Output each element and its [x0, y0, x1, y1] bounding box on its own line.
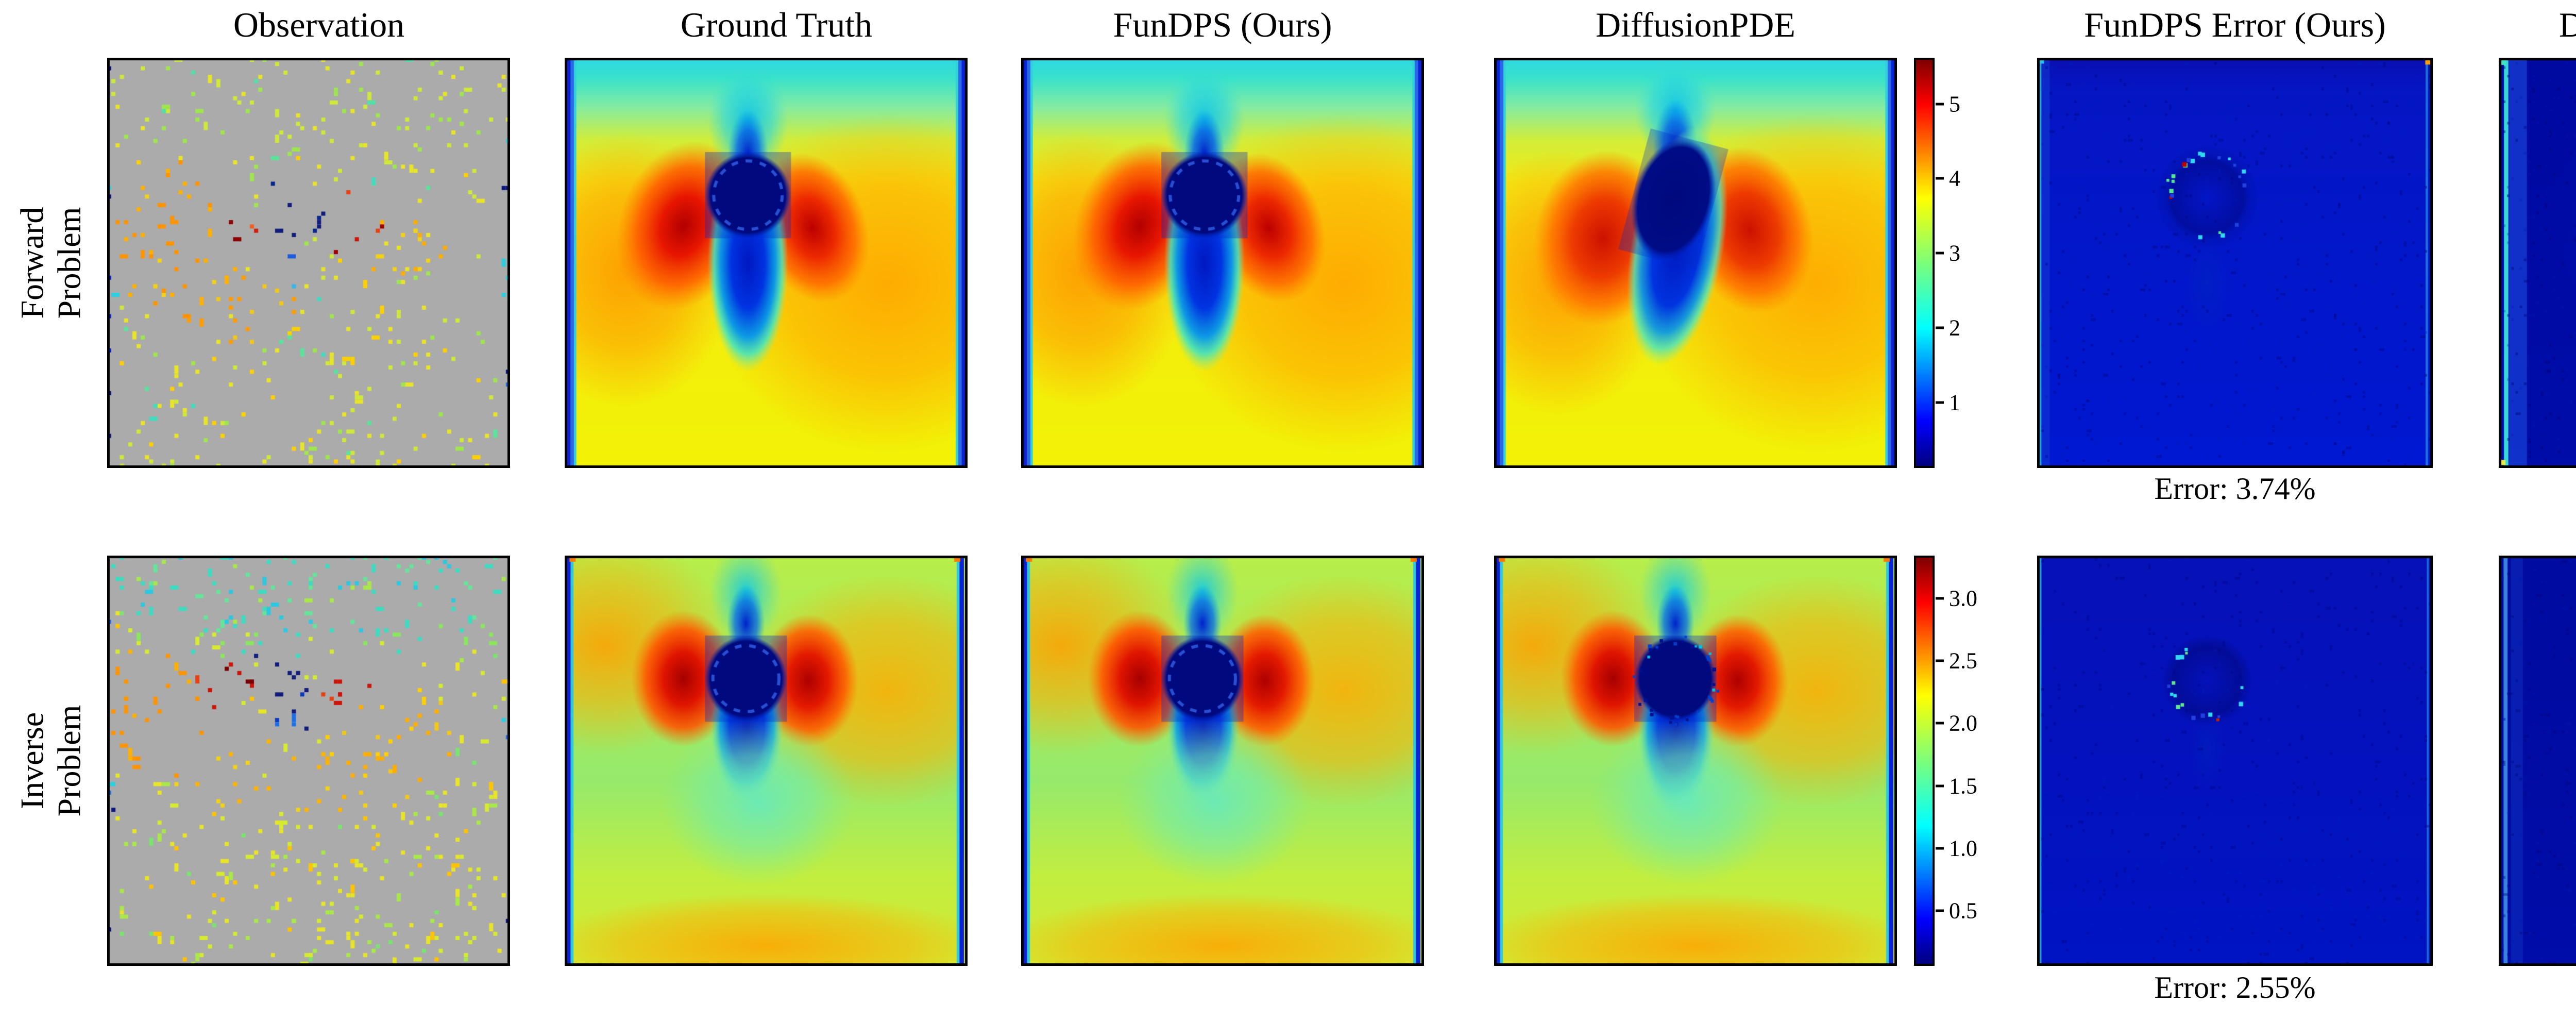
colorbar-tick-label: 2.0 [1949, 710, 1977, 736]
error-value-inverse-fundps: Error: 2.55% [2154, 970, 2316, 1005]
colorbar-forward-solution: 5 4 3 2 1 [1914, 58, 1960, 468]
row-label-line: Inverse [13, 712, 50, 810]
column-title-diffusionpde-error: DiffusionPDE Error [2558, 5, 2576, 44]
colorbar-tick-label: 2.5 [1949, 648, 1977, 674]
fundps-inverse-heatmap [1021, 556, 1424, 966]
column-title-fundps-error: FunDPS Error (Ours) [2084, 5, 2386, 44]
error-value-forward-fundps: Error: 3.74% [2154, 472, 2316, 506]
fundps-forward-heatmap [1021, 58, 1424, 468]
colorbar-tick-mark [1936, 401, 1944, 404]
observation-forward-heatmap [107, 58, 510, 468]
colorbar-tick-label: 5 [1949, 91, 1960, 117]
fundps-error-forward-heatmap [2037, 58, 2433, 468]
row-label-line: Problem [50, 705, 87, 817]
error-value-forward-diffusionpde: Error: 7.68% [2453, 471, 2576, 507]
colorbar-tick-mark [1936, 909, 1944, 912]
colorbar-ticks: 3.0 2.5 2.0 1.5 1.0 0.5 [1935, 556, 2017, 966]
colorbar-tick-mark [1936, 659, 1944, 662]
colorbar-tick-label: 1.0 [1949, 835, 1977, 861]
diffusionpde-forward-heatmap [1494, 58, 1897, 468]
colorbar-tick-mark [1936, 784, 1944, 788]
colorbar-tick-label: 1 [1949, 390, 1960, 415]
diffusionpde-inverse-heatmap [1494, 556, 1897, 966]
row-label-forward-problem: Forward Problem [0, 58, 100, 468]
colorbar-tick-mark [1936, 252, 1944, 255]
column-title-observation: Observation [233, 5, 405, 44]
colorbar-tick-mark [1936, 326, 1944, 329]
observation-inverse-heatmap [107, 556, 510, 966]
colorbar-tick-label: 0.5 [1949, 898, 1977, 924]
colorbar-tick-mark [1936, 103, 1944, 106]
diffusionpde-error-forward-heatmap [2499, 58, 2576, 468]
colorbar-tick-mark [1936, 722, 1944, 725]
diffusionpde-error-inverse-heatmap [2499, 556, 2576, 966]
ground-truth-inverse-heatmap [565, 556, 968, 966]
column-title-diffusionpde: DiffusionPDE [1596, 5, 1795, 44]
colorbar-tick-label: 1.5 [1949, 773, 1977, 799]
colorbar-tick-label: 3.0 [1949, 585, 1977, 611]
ground-truth-forward-heatmap [565, 58, 968, 468]
colorbar-inverse-solution: 3.0 2.5 2.0 1.5 1.0 0.5 [1914, 556, 1977, 966]
colorbar-gradient [1914, 556, 1935, 966]
colorbar-tick-mark [1936, 597, 1944, 599]
colorbar-tick-label: 4 [1949, 165, 1960, 191]
error-value-inverse-diffusionpde: Error: 3.62% [2453, 970, 2576, 1006]
row-label-inverse-problem: Inverse Problem [0, 556, 100, 966]
colorbar-tick-label: 3 [1949, 240, 1960, 266]
colorbar-tick-mark [1936, 177, 1944, 180]
column-title-ground-truth: Ground Truth [680, 5, 873, 44]
row-label-line: Forward [13, 207, 50, 319]
colorbar-tick-label: 2 [1949, 315, 1960, 341]
colorbar-tick-mark [1936, 847, 1944, 850]
colorbar-ticks: 5 4 3 2 1 [1935, 58, 2017, 468]
fundps-error-inverse-heatmap [2037, 556, 2433, 966]
column-title-fundps: FunDPS (Ours) [1113, 5, 1332, 44]
colorbar-gradient [1914, 58, 1935, 468]
row-label-line: Problem [50, 207, 87, 319]
